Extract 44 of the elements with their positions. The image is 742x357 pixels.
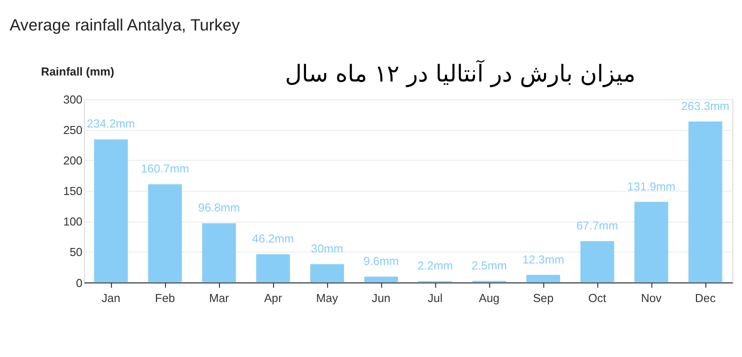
y-tick-label: 250 bbox=[63, 125, 82, 138]
bar bbox=[202, 223, 236, 282]
data-label: 46.2mm bbox=[252, 234, 294, 246]
x-tick-label: Feb bbox=[155, 293, 175, 306]
data-label: 9.6mm bbox=[363, 256, 399, 268]
bar bbox=[256, 254, 290, 282]
y-tick-label: 50 bbox=[70, 247, 82, 260]
chart-subtitle: میزان بارش در آنتالیا در ۱۲ ماه سال bbox=[284, 60, 636, 88]
x-tick-label: Aug bbox=[478, 293, 500, 306]
data-label: 2.5mm bbox=[472, 260, 507, 272]
data-label: 160.7mm bbox=[140, 164, 190, 176]
y-tick-label: 300 bbox=[63, 94, 82, 106]
x-tick-label: Apr bbox=[264, 293, 282, 306]
bar bbox=[94, 139, 128, 282]
y-tick-label: 200 bbox=[63, 156, 82, 168]
chart-title: Average rainfall Antalya, Turkey bbox=[10, 16, 241, 35]
x-tick-label: Jul bbox=[428, 293, 443, 306]
data-label: 12.3mm bbox=[522, 254, 564, 266]
y-tick-label: 150 bbox=[63, 186, 82, 198]
x-tick-label: Sep bbox=[532, 293, 554, 306]
bar bbox=[688, 122, 722, 282]
data-label: 30mm bbox=[311, 244, 344, 256]
y-tick-label: 0 bbox=[76, 278, 82, 290]
data-label: 263.3mm bbox=[681, 100, 730, 113]
bar bbox=[526, 274, 560, 282]
x-tick-label: Dec bbox=[695, 293, 716, 306]
x-tick-label: May bbox=[316, 293, 338, 306]
data-label: 96.8mm bbox=[198, 202, 240, 215]
x-tick-label: Jan bbox=[102, 293, 120, 306]
data-label: 2.2mm bbox=[417, 260, 453, 273]
bar bbox=[148, 184, 182, 282]
bar bbox=[364, 276, 398, 282]
data-label: 234.2mm bbox=[86, 118, 136, 131]
y-axis-title: Rainfall (mm) bbox=[41, 66, 114, 78]
bar bbox=[310, 264, 344, 282]
x-tick-label: Mar bbox=[209, 293, 230, 306]
bar bbox=[634, 202, 668, 282]
data-label: 67.7mm bbox=[576, 220, 618, 232]
x-tick-label: Jun bbox=[372, 293, 390, 306]
bar bbox=[580, 241, 614, 282]
x-tick-label: Oct bbox=[588, 293, 608, 306]
y-tick-label: 100 bbox=[63, 216, 82, 229]
data-label: 131.9mm bbox=[627, 181, 676, 194]
x-tick-label: Nov bbox=[641, 293, 662, 306]
